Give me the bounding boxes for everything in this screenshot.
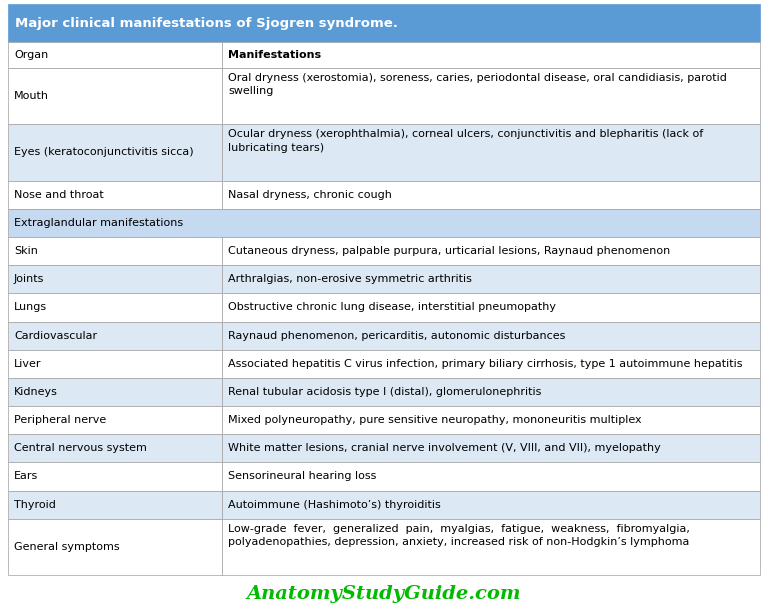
Bar xyxy=(222,181,760,209)
Bar xyxy=(222,265,760,294)
Bar xyxy=(8,322,222,350)
Bar xyxy=(8,434,222,462)
Text: Lungs: Lungs xyxy=(14,303,47,312)
Text: Mixed polyneuropathy, pure sensitive neuropathy, mononeuritis multiplex: Mixed polyneuropathy, pure sensitive neu… xyxy=(228,415,642,425)
Bar xyxy=(8,519,222,575)
Text: Autoimmune (Hashimoto’s) thyroiditis: Autoimmune (Hashimoto’s) thyroiditis xyxy=(228,499,441,510)
Bar xyxy=(222,42,760,68)
Text: Nose and throat: Nose and throat xyxy=(14,190,104,200)
Text: Cutaneous dryness, palpable purpura, urticarial lesions, Raynaud phenomenon: Cutaneous dryness, palpable purpura, urt… xyxy=(228,246,670,256)
Text: General symptoms: General symptoms xyxy=(14,542,120,552)
Text: Thyroid: Thyroid xyxy=(14,499,56,510)
Bar xyxy=(8,294,222,322)
Bar xyxy=(8,265,222,294)
Text: White matter lesions, cranial nerve involvement (V, VIII, and VII), myelopathy: White matter lesions, cranial nerve invo… xyxy=(228,443,661,453)
Text: Manifestations: Manifestations xyxy=(228,50,322,60)
Bar xyxy=(222,378,760,406)
Text: Ears: Ears xyxy=(14,471,38,482)
Text: Mouth: Mouth xyxy=(14,91,49,101)
Bar xyxy=(8,209,760,237)
Text: Extraglandular manifestations: Extraglandular manifestations xyxy=(14,218,183,228)
Bar xyxy=(222,462,760,490)
Bar xyxy=(222,237,760,265)
Text: Arthralgias, non-erosive symmetric arthritis: Arthralgias, non-erosive symmetric arthr… xyxy=(228,274,472,284)
Bar xyxy=(8,42,222,68)
Bar xyxy=(8,462,222,490)
Text: Associated hepatitis C virus infection, primary biliary cirrhosis, type 1 autoim: Associated hepatitis C virus infection, … xyxy=(228,359,743,369)
Text: Central nervous system: Central nervous system xyxy=(14,443,147,453)
Bar xyxy=(8,350,222,378)
Text: Nasal dryness, chronic cough: Nasal dryness, chronic cough xyxy=(228,190,392,200)
Text: Raynaud phenomenon, pericarditis, autonomic disturbances: Raynaud phenomenon, pericarditis, autono… xyxy=(228,331,566,340)
Text: Eyes (keratoconjunctivitis sicca): Eyes (keratoconjunctivitis sicca) xyxy=(14,147,194,158)
Text: Liver: Liver xyxy=(14,359,41,369)
Bar xyxy=(222,350,760,378)
Bar xyxy=(222,434,760,462)
Bar xyxy=(222,124,760,181)
Bar xyxy=(222,294,760,322)
Bar xyxy=(222,68,760,124)
Bar xyxy=(222,322,760,350)
Text: Peripheral nerve: Peripheral nerve xyxy=(14,415,106,425)
Bar xyxy=(8,4,760,42)
Text: Obstructive chronic lung disease, interstitial pneumopathy: Obstructive chronic lung disease, inters… xyxy=(228,303,556,312)
Text: Renal tubular acidosis type I (distal), glomerulonephritis: Renal tubular acidosis type I (distal), … xyxy=(228,387,541,397)
Text: AnatomyStudyGuide.com: AnatomyStudyGuide.com xyxy=(247,585,521,603)
Bar xyxy=(8,237,222,265)
Text: Low-grade  fever,  generalized  pain,  myalgias,  fatigue,  weakness,  fibromyal: Low-grade fever, generalized pain, myalg… xyxy=(228,524,690,547)
Text: Oral dryness (xerostomia), soreness, caries, periodontal disease, oral candidias: Oral dryness (xerostomia), soreness, car… xyxy=(228,73,727,96)
Text: Joints: Joints xyxy=(14,274,45,284)
Bar xyxy=(8,490,222,519)
Bar xyxy=(8,68,222,124)
Text: Organ: Organ xyxy=(14,50,48,60)
Text: Kidneys: Kidneys xyxy=(14,387,58,397)
Text: Major clinical manifestations of Sjogren syndrome.: Major clinical manifestations of Sjogren… xyxy=(15,16,398,29)
Text: Skin: Skin xyxy=(14,246,38,256)
Text: Sensorineural hearing loss: Sensorineural hearing loss xyxy=(228,471,376,482)
Text: Ocular dryness (xerophthalmia), corneal ulcers, conjunctivitis and blepharitis (: Ocular dryness (xerophthalmia), corneal … xyxy=(228,129,703,152)
Bar xyxy=(222,519,760,575)
Bar xyxy=(8,378,222,406)
Bar xyxy=(222,406,760,434)
Bar xyxy=(222,490,760,519)
Bar xyxy=(8,181,222,209)
Text: Cardiovascular: Cardiovascular xyxy=(14,331,97,340)
Bar xyxy=(8,406,222,434)
Bar xyxy=(8,124,222,181)
